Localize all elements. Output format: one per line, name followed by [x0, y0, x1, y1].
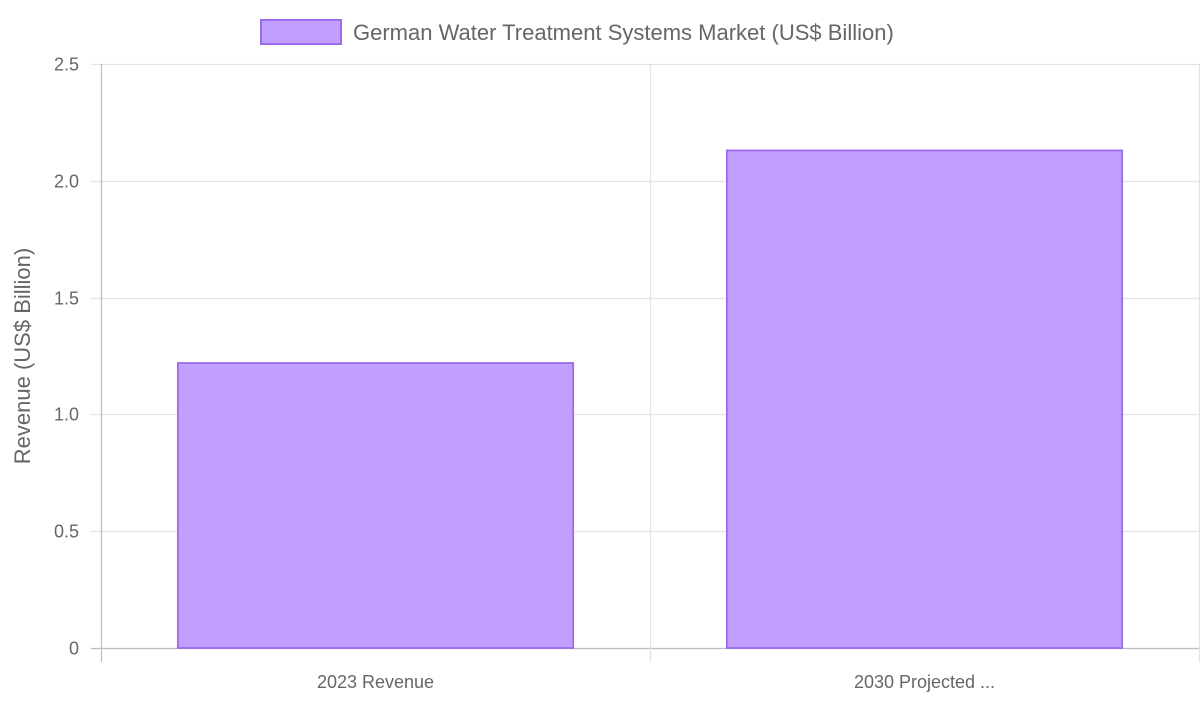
x-tick-label: 2023 Revenue: [317, 672, 434, 692]
y-tick-label: 1.5: [54, 289, 79, 309]
y-tick-labels: 0 0.5 1.0 1.5 2.0 2.5: [54, 55, 79, 659]
legend-label: German Water Treatment Systems Market (U…: [353, 20, 894, 45]
y-tick-label: 2.0: [54, 172, 79, 192]
x-tick-label: 2030 Projected ...: [854, 672, 995, 692]
x-tick-labels: 2023 Revenue 2030 Projected ...: [317, 672, 995, 692]
legend[interactable]: German Water Treatment Systems Market (U…: [260, 19, 894, 45]
y-axis-title: Revenue (US$ Billion): [10, 248, 35, 464]
y-tick-label: 2.5: [54, 55, 79, 75]
legend-swatch: [260, 19, 342, 45]
bar[interactable]: [176, 362, 575, 649]
y-tick-label: 1.0: [54, 405, 79, 425]
bars: [176, 149, 1124, 649]
y-tick-label: 0: [69, 639, 79, 659]
y-tick-label: 0.5: [54, 522, 79, 542]
bar[interactable]: [725, 149, 1124, 649]
